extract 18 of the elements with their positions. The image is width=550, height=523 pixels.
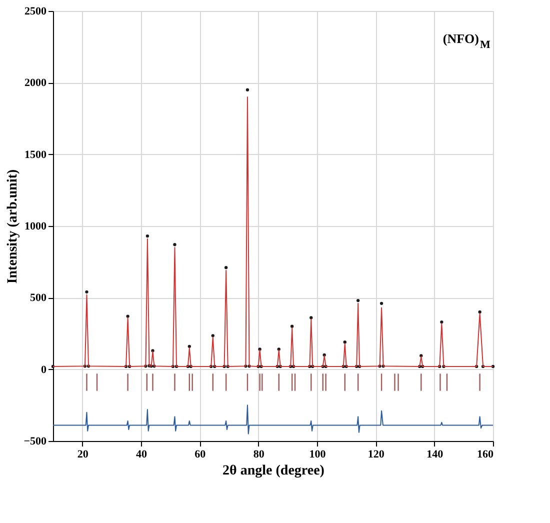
- x-tick-label: 80: [253, 448, 265, 460]
- x-tick-label: 100: [309, 448, 326, 460]
- y-axis-title: Intensity (arb.unit): [6, 168, 21, 284]
- x-tick-label: 20: [77, 448, 89, 460]
- y-tick-label: 2000: [24, 77, 47, 90]
- x-tick-label: 60: [194, 448, 206, 460]
- x-tick-label: 160: [477, 448, 494, 460]
- x-tick-label: 120: [368, 448, 385, 460]
- y-tick-label: 500: [30, 292, 47, 304]
- x-tick-label: 140: [426, 448, 444, 460]
- y-tick-label: 2500: [24, 6, 47, 18]
- x-tick-label: 40: [136, 448, 148, 460]
- y-tick-label: 1000: [24, 220, 47, 232]
- y-tick-label: −500: [24, 436, 47, 448]
- y-tick-label: 1500: [24, 148, 47, 161]
- line-series: [52, 404, 494, 434]
- y-tick-label: 0: [41, 364, 47, 376]
- x-axis-title: 2θ angle (degree): [222, 464, 325, 478]
